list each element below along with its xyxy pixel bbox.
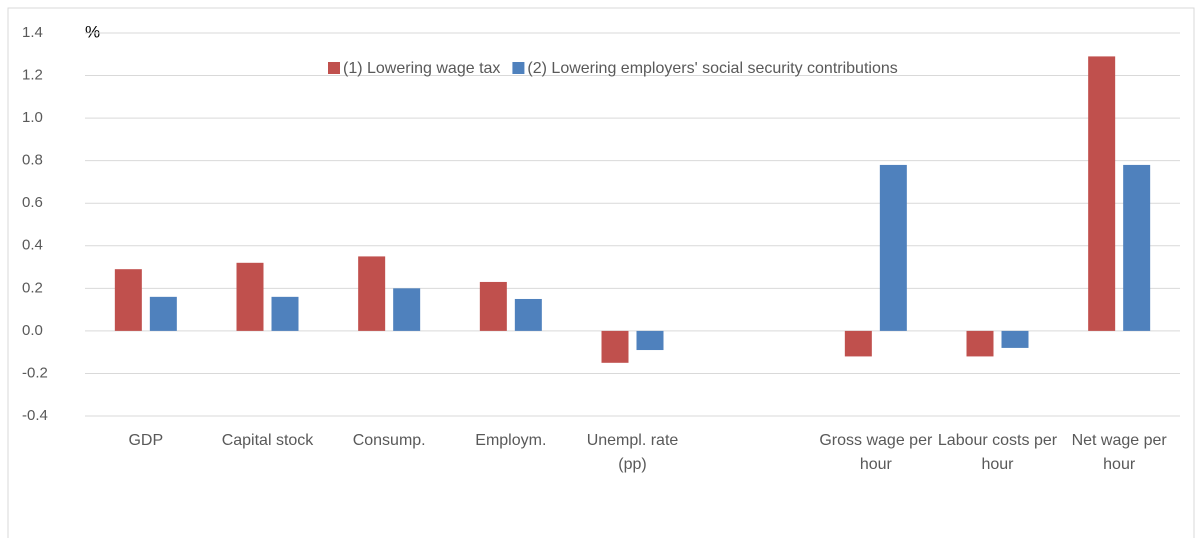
bar — [966, 330, 994, 357]
y-tick-label: 0.0 — [22, 322, 43, 339]
bar — [114, 269, 142, 331]
bar — [393, 288, 421, 331]
y-tick-label: 0.6 — [22, 194, 43, 211]
bar — [1001, 330, 1029, 348]
bar — [479, 281, 507, 331]
bar — [844, 330, 872, 357]
x-tick-label: Gross wage per hour — [819, 432, 933, 473]
chart-border — [7, 7, 1195, 538]
y-tick-label: 1.4 — [22, 24, 43, 41]
x-tick-label: Consump. — [352, 432, 426, 449]
bar — [149, 296, 177, 331]
x-tick-label: GDP — [128, 432, 164, 449]
y-tick-label: -0.2 — [22, 364, 48, 381]
y-tick-label: 0.4 — [22, 237, 43, 254]
legend-swatch — [328, 62, 340, 74]
y-tick-label: -0.4 — [22, 407, 48, 424]
legend-swatch — [512, 62, 525, 74]
y-tick-label: 1.2 — [22, 67, 43, 84]
bar — [236, 262, 264, 331]
x-tick-label: Unempl. rate (pp) — [586, 432, 679, 473]
x-tick-label: Net wage per hour — [1071, 432, 1167, 473]
bar — [514, 298, 542, 331]
bar — [601, 330, 629, 363]
y-tick-label: 0.2 — [22, 279, 43, 296]
legend-label: (1) Lowering wage tax — [343, 60, 500, 77]
x-tick-label: Capital stock — [221, 432, 314, 449]
y-tick-label: 0.8 — [22, 152, 43, 169]
y-tick-label: 1.0 — [22, 109, 43, 126]
bar — [271, 296, 299, 331]
bar — [879, 164, 907, 331]
x-tick-label: Labour costs per hour — [937, 432, 1058, 473]
bar — [636, 330, 664, 351]
bar — [1123, 164, 1151, 331]
y-axis-unit: % — [85, 22, 100, 41]
legend-label: (2) Lowering employers' social security … — [527, 60, 897, 77]
bar — [358, 256, 386, 331]
bar — [1088, 56, 1116, 331]
x-tick-label: Employm. — [475, 432, 547, 449]
